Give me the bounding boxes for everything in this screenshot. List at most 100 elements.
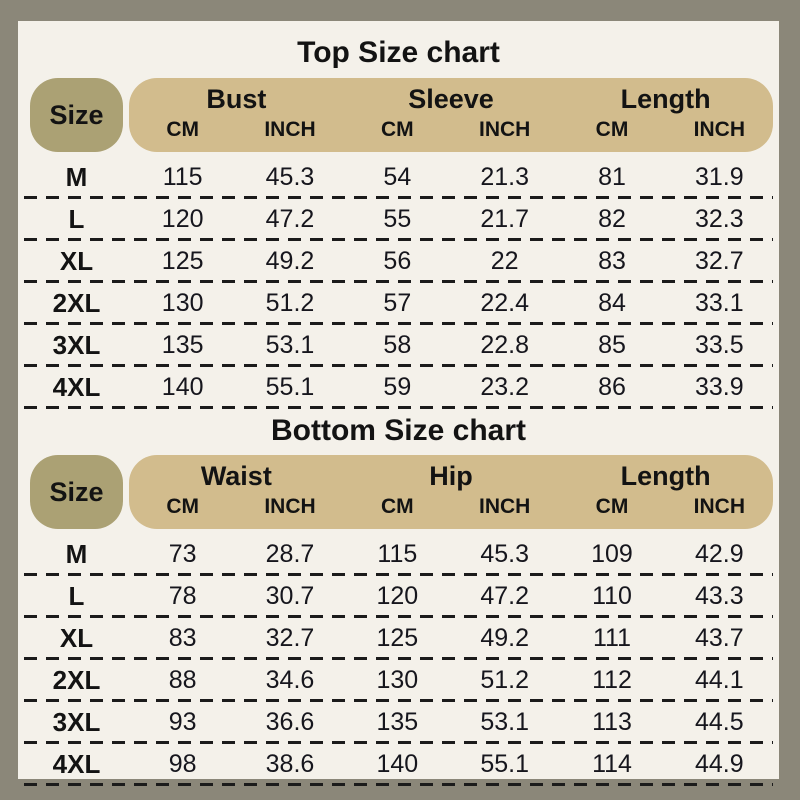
value-cell: 53.1 xyxy=(480,707,529,736)
value-cell: 57 xyxy=(383,288,412,317)
unit-label: INCH xyxy=(478,495,531,519)
bottom-size-chart-section: Bottom Size chart Size Waist Hip Length … xyxy=(18,412,779,786)
top-size-chart-section: Top Size chart Size Bust Sleeve Length C… xyxy=(18,31,779,409)
value-cell: 120 xyxy=(376,581,419,610)
unit-label: CM xyxy=(380,118,414,142)
table-row: M 73 28.7 115 45.3 109 42.9 xyxy=(24,534,773,576)
unit-label: INCH xyxy=(264,495,316,519)
size-cell: XL xyxy=(59,245,94,276)
size-cell: 3XL xyxy=(52,329,101,360)
value-cell: 51.2 xyxy=(480,665,529,694)
value-cell: 54 xyxy=(383,162,412,191)
chart-title: Bottom Size chart xyxy=(270,414,527,447)
value-cell: 42.9 xyxy=(694,539,744,568)
value-cell: 85 xyxy=(598,330,626,359)
group-label: Length xyxy=(620,460,711,491)
table-row: XL 83 32.7 125 49.2 111 43.7 xyxy=(24,618,773,660)
size-cell: 4XL xyxy=(52,748,101,779)
value-cell: 86 xyxy=(598,372,626,401)
table-row: XL 125 49.2 56 22 83 32.7 xyxy=(24,241,773,283)
group-label: Hip xyxy=(429,460,473,491)
size-cell: 2XL xyxy=(52,664,101,695)
value-cell: 109 xyxy=(591,539,633,568)
value-cell: 32.7 xyxy=(265,623,315,652)
value-cell: 114 xyxy=(592,749,632,778)
unit-label: INCH xyxy=(693,495,745,519)
value-cell: 78 xyxy=(168,581,197,610)
value-cell: 93 xyxy=(168,707,197,736)
table-row: M 115 45.3 54 21.3 81 31.9 xyxy=(24,157,773,199)
table-row: 4XL 98 38.6 140 55.1 114 44.9 xyxy=(24,744,773,786)
value-cell: 88 xyxy=(168,665,197,694)
value-cell: 32.3 xyxy=(694,204,744,233)
group-label-row: Waist Hip Length xyxy=(129,455,773,493)
value-cell: 115 xyxy=(162,162,203,191)
value-cell: 34.6 xyxy=(265,665,315,694)
unit-label-row: CM INCH CM INCH CM INCH xyxy=(129,493,773,529)
size-cell: 4XL xyxy=(52,371,101,402)
group-label-row: Bust Sleeve Length xyxy=(129,78,773,116)
value-cell: 28.7 xyxy=(265,539,315,568)
table-row: 2XL 88 34.6 130 51.2 112 44.1 xyxy=(24,660,773,702)
value-cell: 140 xyxy=(161,372,204,401)
group-label: Bust xyxy=(206,83,267,114)
value-cell: 43.3 xyxy=(694,581,744,610)
value-cell: 32.7 xyxy=(694,246,744,275)
value-cell: 125 xyxy=(376,623,419,652)
value-cell: 81 xyxy=(598,162,626,191)
group-label: Length xyxy=(620,83,711,114)
table-row: 4XL 140 55.1 59 23.2 86 33.9 xyxy=(24,367,773,409)
value-cell: 130 xyxy=(161,288,204,317)
value-cell: 120 xyxy=(161,204,204,233)
value-cell: 49.2 xyxy=(265,246,315,275)
size-column-header: Size xyxy=(30,455,123,529)
group-label: Sleeve xyxy=(408,83,494,114)
chart-title: Top Size chart xyxy=(297,36,500,69)
value-cell: 125 xyxy=(161,246,204,275)
unit-label: CM xyxy=(380,495,414,519)
value-cell: 33.5 xyxy=(694,330,744,359)
value-cell: 45.3 xyxy=(480,539,529,568)
value-cell: 135 xyxy=(161,330,204,359)
unit-label: CM xyxy=(166,118,199,142)
value-cell: 84 xyxy=(598,288,626,317)
table-header: Size Waist Hip Length CM INCH CM INCH CM… xyxy=(24,455,773,529)
value-cell: 21.3 xyxy=(480,162,529,191)
value-cell: 21.7 xyxy=(480,204,529,233)
size-cell: 3XL xyxy=(52,706,101,737)
value-cell: 22.8 xyxy=(480,330,529,359)
value-cell: 83 xyxy=(598,246,626,275)
size-cell: L xyxy=(68,203,85,234)
size-chart-panel: Top Size chart Size Bust Sleeve Length C… xyxy=(18,21,779,786)
size-cell: M xyxy=(65,538,88,569)
value-cell: 56 xyxy=(383,246,412,275)
unit-label: CM xyxy=(595,118,629,142)
value-cell: 82 xyxy=(598,204,626,233)
value-cell: 83 xyxy=(168,623,197,652)
value-cell: 44.9 xyxy=(694,749,744,778)
value-cell: 55.1 xyxy=(265,372,315,401)
value-cell: 111 xyxy=(592,623,631,652)
value-cell: 130 xyxy=(376,665,419,694)
table-row: 3XL 135 53.1 58 22.8 85 33.5 xyxy=(24,325,773,367)
value-cell: 59 xyxy=(383,372,412,401)
measurement-header-band: Waist Hip Length CM INCH CM INCH CM INCH xyxy=(129,455,773,529)
value-cell: 47.2 xyxy=(265,204,315,233)
value-cell: 135 xyxy=(376,707,419,736)
value-cell: 23.2 xyxy=(480,372,529,401)
value-cell: 45.3 xyxy=(265,162,315,191)
value-cell: 36.6 xyxy=(265,707,315,736)
value-cell: 43.7 xyxy=(694,623,744,652)
group-label: Waist xyxy=(200,460,272,491)
unit-label: INCH xyxy=(693,118,745,142)
value-cell: 33.1 xyxy=(694,288,744,317)
value-cell: 140 xyxy=(376,749,419,778)
table-row: 3XL 93 36.6 135 53.1 113 44.5 xyxy=(24,702,773,744)
value-cell: 49.2 xyxy=(480,623,529,652)
size-cell: M xyxy=(65,161,88,192)
value-cell: 44.5 xyxy=(694,707,744,736)
value-cell: 30.7 xyxy=(265,581,315,610)
value-cell: 113 xyxy=(592,707,632,736)
unit-label: INCH xyxy=(478,118,531,142)
